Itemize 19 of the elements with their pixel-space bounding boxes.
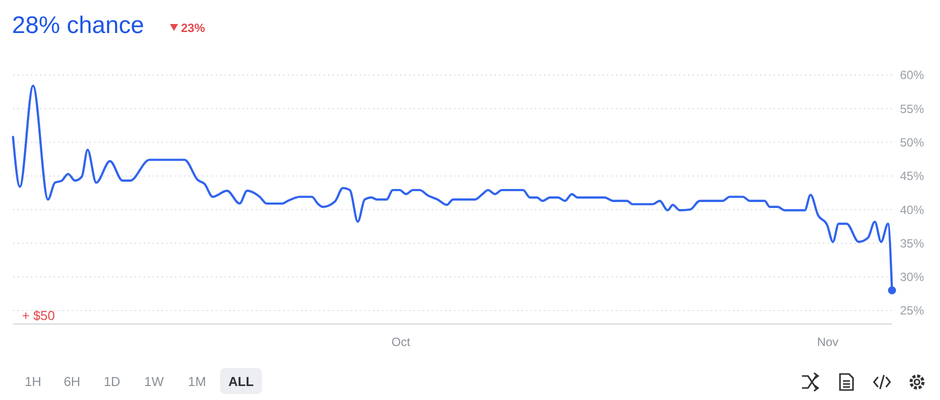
text: 6H	[64, 374, 80, 389]
y-tick-label: 35%	[900, 236, 924, 250]
text: 1M	[188, 374, 206, 389]
y-tick-label: 30%	[900, 270, 924, 284]
y-tick-label: 40%	[900, 202, 924, 217]
y-tick-label: 25%	[900, 304, 924, 318]
text: 1D	[104, 374, 120, 389]
x-tick-label: Oct	[392, 335, 411, 349]
chart-title: 28% chance	[12, 12, 144, 39]
y-tick-label: 50%	[900, 135, 924, 150]
y-tick-label: 45%	[900, 169, 924, 184]
text: 1W	[144, 374, 164, 389]
y-tick-label: 55%	[900, 102, 924, 116]
text: 1H	[24, 374, 42, 389]
x-tick-label: Nov	[817, 335, 838, 349]
text: ALL	[228, 374, 254, 389]
annotation: + $50	[22, 308, 55, 323]
y-tick-label: 60%	[900, 68, 924, 82]
chart-subtitle: 23%	[181, 21, 206, 35]
